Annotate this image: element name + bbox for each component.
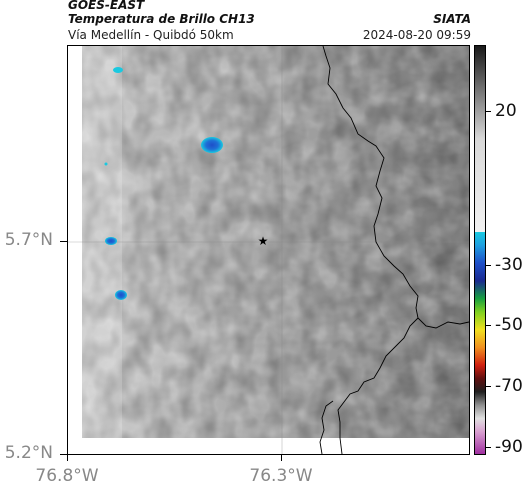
route-label: Vía Medellín - Quibdó 50km — [68, 28, 234, 42]
x-tick-label: 76.8°W — [35, 466, 99, 486]
x-tick-label: 76.3°W — [249, 466, 313, 486]
satellite-map[interactable]: ★ — [67, 45, 470, 455]
colorbar-tick-label: -30 — [495, 255, 523, 275]
x-tick-mark — [67, 455, 68, 461]
map-canvas: ★ — [68, 46, 469, 454]
colorbar-tick-label: -90 — [495, 437, 523, 457]
colorbar-tick-label: 20 — [495, 101, 517, 121]
x-tick-mark — [281, 455, 282, 461]
colorbar-tick-mark — [486, 111, 491, 112]
organization-label: SIATA — [433, 12, 471, 26]
cold-cloud-top — [104, 162, 108, 166]
y-tick-mark — [60, 454, 67, 455]
cold-cloud-top — [201, 137, 223, 153]
star-icon: ★ — [258, 234, 269, 248]
y-tick-label: 5.7°N — [4, 230, 53, 250]
cold-cloud-top — [115, 290, 127, 300]
department-boundary — [337, 317, 419, 454]
department-boundary — [417, 317, 469, 329]
cold-cloud-top — [113, 67, 123, 73]
department-boundary — [322, 46, 419, 319]
satellite-name: GOES-EAST — [68, 0, 145, 12]
y-tick-label: 5.2°N — [4, 443, 53, 463]
product-title: Temperatura de Brillo CH13 — [68, 12, 255, 26]
department-boundary — [319, 400, 334, 454]
colorbar-tick-mark — [486, 325, 491, 326]
colorbar-tick-mark — [486, 265, 491, 266]
cold-cloud-top — [105, 237, 117, 245]
colorbar-tick-label: -70 — [495, 376, 523, 396]
colorbar-tick-mark — [486, 386, 491, 387]
y-tick-mark — [60, 241, 67, 242]
colorbar-tick-label: -50 — [495, 315, 523, 335]
colorbar-tick-mark — [486, 447, 491, 448]
colorbar — [474, 45, 486, 455]
timestamp-label: 2024-08-20 09:59 — [362, 28, 471, 42]
